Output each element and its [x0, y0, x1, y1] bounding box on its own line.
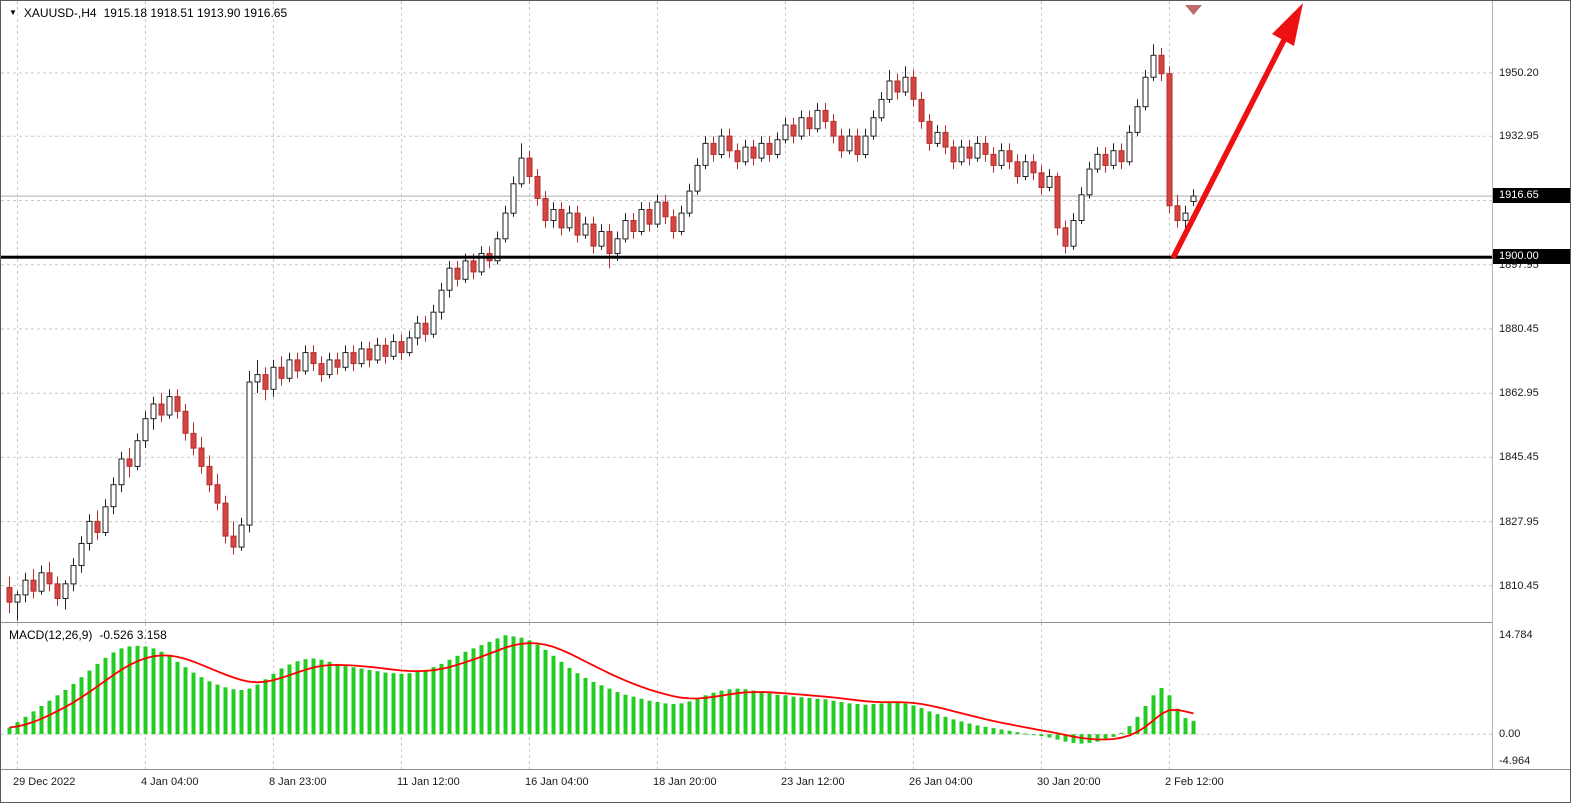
time-axis-separator — [1, 769, 1570, 770]
price-axis-label: 1845.45 — [1499, 451, 1539, 463]
time-axis-label: 4 Jan 04:00 — [141, 776, 199, 788]
time-axis-label: 30 Jan 20:00 — [1037, 776, 1101, 788]
chart-header: ▼ XAUUSD-,H4 1915.18 1918.51 1913.90 191… — [9, 6, 287, 20]
price-axis[interactable]: 1950.201932.951915.451897.951880.451862.… — [1493, 1, 1570, 769]
price-axis-label: 1950.20 — [1499, 67, 1539, 79]
price-axis-label: 1810.45 — [1499, 580, 1539, 592]
price-axis-label: 1827.95 — [1499, 516, 1539, 528]
symbol-timeframe: XAUUSD-,H4 — [23, 6, 97, 20]
time-axis-label: 26 Jan 04:00 — [909, 776, 973, 788]
panel-separator[interactable] — [1, 622, 1570, 623]
macd-indicator-panel[interactable] — [1, 623, 1492, 769]
macd-values: -0.526 3.158 — [99, 628, 167, 642]
macd-name: MACD(12,26,9) — [9, 628, 93, 642]
trend-arrow[interactable] — [1170, 3, 1303, 260]
time-axis-label: 2 Feb 12:00 — [1165, 776, 1224, 788]
time-axis-label: 11 Jan 12:00 — [397, 776, 460, 788]
time-axis-label: 16 Jan 04:00 — [525, 776, 589, 788]
price-axis-label: 1862.95 — [1499, 387, 1539, 399]
price-chart[interactable] — [1, 1, 1492, 622]
macd-axis-label: 0.00 — [1499, 728, 1521, 740]
time-axis-label: 8 Jan 23:00 — [269, 776, 327, 788]
price-axis-label: 1880.45 — [1499, 323, 1539, 335]
support-line-1900[interactable] — [1, 255, 1492, 259]
price-axis-label: 1932.95 — [1499, 130, 1539, 142]
hline-price-badge: 1900.00 — [1493, 249, 1570, 264]
macd-histogram — [7, 635, 1196, 744]
ohlc-readout: 1915.18 1918.51 1913.90 1916.65 — [103, 6, 288, 20]
macd-axis-label: 14.784 — [1499, 629, 1533, 641]
macd-signal-line — [9, 642, 1194, 741]
candles — [6, 44, 1197, 621]
macd-axis-label: -4.964 — [1499, 755, 1531, 767]
time-axis-label: 23 Jan 12:00 — [781, 776, 845, 788]
sell-marker-icon — [1185, 5, 1202, 15]
time-axis-label: 18 Jan 20:00 — [653, 776, 717, 788]
price-axis-separator — [1492, 1, 1493, 769]
time-axis-label: 29 Dec 2022 — [13, 776, 76, 788]
current-price-badge: 1916.65 — [1493, 188, 1570, 203]
macd-label: MACD(12,26,9) -0.526 3.158 — [9, 628, 167, 642]
time-axis[interactable]: 29 Dec 2022 4 Jan 04:00 8 Jan 23:00 11 Jan … — [1, 770, 1570, 802]
symbol-dropdown-icon[interactable]: ▼ — [9, 8, 17, 17]
